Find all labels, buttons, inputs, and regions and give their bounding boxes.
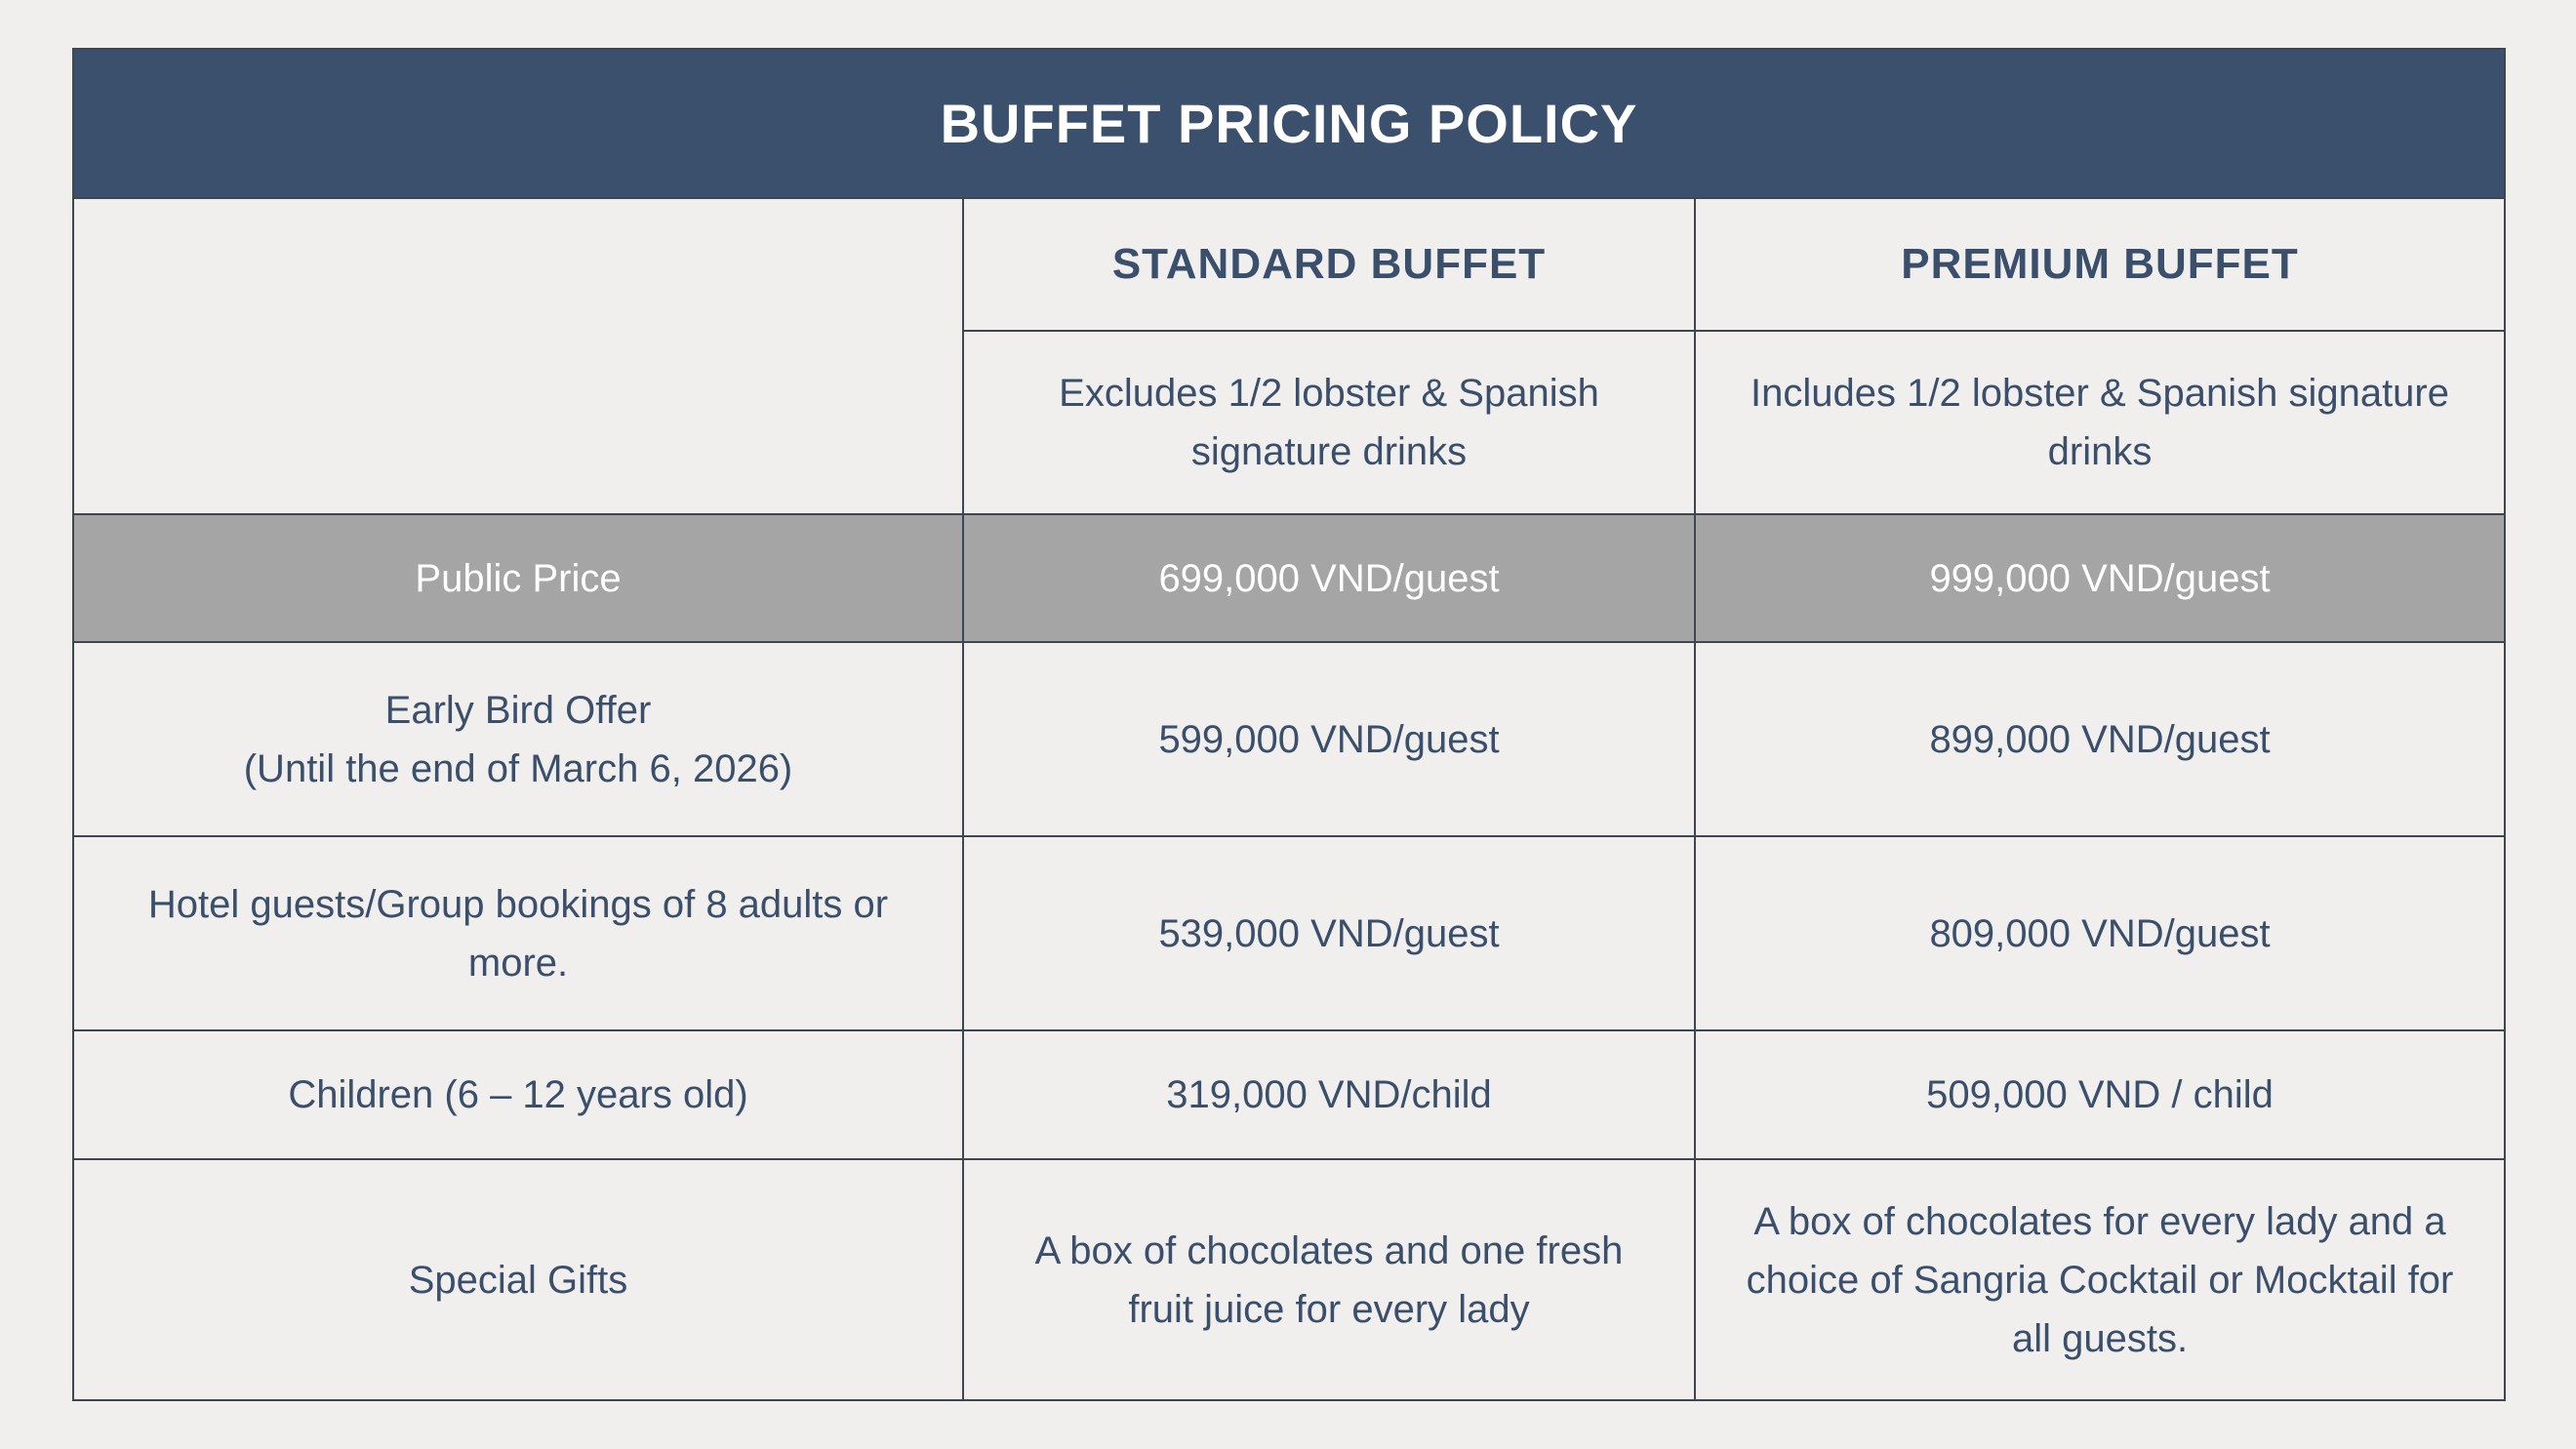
early-bird-label: Early Bird Offer	[384, 688, 652, 732]
table-row: Children (6 – 12 years old) 319,000 VND/…	[72, 1029, 2507, 1160]
standard-buffet-description: Excludes 1/2 lobster & Spanish signature…	[962, 330, 1696, 515]
table-title: BUFFET PRICING POLICY	[71, 48, 2507, 199]
early-bird-label-cell: Early Bird Offer (Until the end of March…	[72, 641, 964, 837]
table-row: Special Gifts A box of chocolates and on…	[72, 1158, 2507, 1401]
hotel-guests-standard: 539,000 VND/guest	[962, 835, 1696, 1031]
hotel-guests-premium: 809,000 VND/guest	[1693, 835, 2507, 1031]
table-row: Hotel guests/Group bookings of 8 adults …	[72, 835, 2507, 1031]
public-price-premium: 999,000 VND/guest	[1693, 513, 2507, 643]
early-bird-sublabel: (Until the end of March 6, 2026)	[243, 746, 793, 790]
special-gifts-standard: A box of chocolates and one fresh fruit …	[962, 1158, 1696, 1401]
public-price-standard: 699,000 VND/guest	[962, 513, 1696, 643]
pricing-table: BUFFET PRICING POLICY STANDARD BUFFET PR…	[71, 48, 2507, 1401]
empty-corner-cell	[72, 197, 964, 515]
column-header-row: STANDARD BUFFET PREMIUM BUFFET	[72, 197, 2507, 515]
title-row: BUFFET PRICING POLICY	[71, 48, 2507, 199]
table-row: Public Price 699,000 VND/guest 999,000 V…	[72, 513, 2507, 643]
description-row: Excludes 1/2 lobster & Spanish signature…	[73, 330, 2507, 515]
children-standard: 319,000 VND/child	[962, 1029, 1696, 1160]
standard-buffet-header: STANDARD BUFFET	[962, 197, 1696, 332]
children-label: Children (6 – 12 years old)	[72, 1029, 964, 1160]
children-premium: 509,000 VND / child	[1693, 1029, 2507, 1160]
early-bird-standard: 599,000 VND/guest	[962, 641, 1696, 837]
premium-buffet-description: Includes 1/2 lobster & Spanish signature…	[1693, 330, 2507, 515]
table-row: Early Bird Offer (Until the end of March…	[72, 641, 2507, 837]
public-price-label: Public Price	[72, 513, 964, 643]
hotel-guests-label: Hotel guests/Group bookings of 8 adults …	[72, 835, 964, 1031]
special-gifts-label: Special Gifts	[72, 1158, 964, 1401]
special-gifts-premium: A box of chocolates for every lady and a…	[1693, 1158, 2507, 1401]
pricing-table-container: BUFFET PRICING POLICY STANDARD BUFFET PR…	[71, 48, 2507, 1401]
premium-buffet-header: PREMIUM BUFFET	[1693, 197, 2507, 332]
early-bird-premium: 899,000 VND/guest	[1693, 641, 2507, 837]
